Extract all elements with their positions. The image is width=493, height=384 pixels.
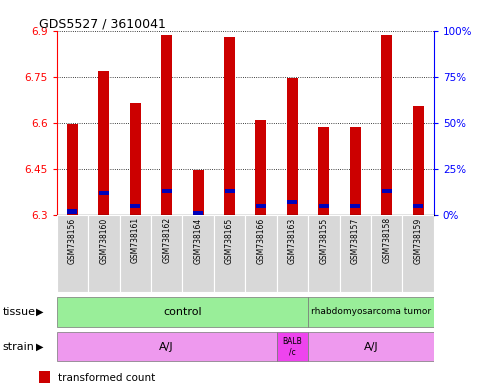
Text: ▶: ▶ bbox=[35, 341, 43, 352]
Text: control: control bbox=[163, 307, 202, 317]
Text: GSM738157: GSM738157 bbox=[351, 217, 360, 263]
Bar bbox=[308, 297, 434, 327]
Text: ▶: ▶ bbox=[35, 307, 43, 317]
Bar bbox=[99, 190, 109, 195]
Text: rhabdomyosarcoma tumor: rhabdomyosarcoma tumor bbox=[311, 308, 431, 316]
Bar bbox=[287, 200, 297, 204]
Text: transformed count: transformed count bbox=[58, 373, 156, 383]
Text: GSM738164: GSM738164 bbox=[194, 217, 203, 263]
Bar bbox=[67, 124, 78, 215]
Bar bbox=[308, 332, 434, 361]
Text: GSM738163: GSM738163 bbox=[288, 217, 297, 263]
Bar bbox=[413, 204, 423, 208]
Bar bbox=[381, 35, 392, 215]
Bar bbox=[57, 332, 277, 361]
Bar bbox=[308, 215, 340, 292]
Text: GSM738155: GSM738155 bbox=[319, 217, 328, 263]
Text: GDS5527 / 3610041: GDS5527 / 3610041 bbox=[39, 17, 166, 30]
Bar bbox=[130, 204, 140, 208]
Bar bbox=[402, 215, 434, 292]
Bar bbox=[350, 127, 361, 215]
Bar bbox=[351, 204, 360, 208]
Text: BALB
/c: BALB /c bbox=[282, 337, 302, 356]
Bar bbox=[413, 106, 423, 215]
Bar bbox=[130, 103, 141, 215]
Text: GSM738160: GSM738160 bbox=[99, 217, 108, 263]
Bar bbox=[277, 215, 308, 292]
Bar bbox=[88, 215, 119, 292]
Text: GSM738159: GSM738159 bbox=[414, 217, 423, 263]
Bar bbox=[256, 204, 266, 208]
Text: A/J: A/J bbox=[364, 341, 378, 352]
Text: tissue: tissue bbox=[2, 307, 35, 317]
Bar bbox=[162, 189, 172, 194]
Bar bbox=[98, 71, 109, 215]
Bar bbox=[319, 204, 329, 208]
Bar bbox=[119, 215, 151, 292]
Bar bbox=[277, 332, 308, 361]
Bar bbox=[151, 215, 182, 292]
Bar bbox=[340, 215, 371, 292]
Text: GSM738161: GSM738161 bbox=[131, 217, 140, 263]
Bar bbox=[193, 170, 204, 215]
Text: GSM738165: GSM738165 bbox=[225, 217, 234, 263]
Text: strain: strain bbox=[2, 341, 35, 352]
Text: GSM738158: GSM738158 bbox=[382, 217, 391, 263]
Bar bbox=[382, 189, 391, 194]
Bar bbox=[193, 211, 203, 215]
Bar bbox=[57, 297, 308, 327]
Bar bbox=[245, 215, 277, 292]
Bar bbox=[57, 215, 88, 292]
Bar bbox=[68, 209, 77, 214]
Bar bbox=[182, 215, 214, 292]
Bar bbox=[255, 120, 267, 215]
Bar bbox=[225, 189, 235, 194]
Bar bbox=[39, 371, 50, 383]
Bar bbox=[224, 38, 235, 215]
Text: GSM738162: GSM738162 bbox=[162, 217, 171, 263]
Bar bbox=[214, 215, 246, 292]
Bar bbox=[287, 78, 298, 215]
Text: GSM738156: GSM738156 bbox=[68, 217, 77, 263]
Bar bbox=[318, 127, 329, 215]
Text: GSM738166: GSM738166 bbox=[256, 217, 266, 263]
Text: A/J: A/J bbox=[159, 341, 174, 352]
Bar bbox=[161, 35, 172, 215]
Bar bbox=[371, 215, 402, 292]
